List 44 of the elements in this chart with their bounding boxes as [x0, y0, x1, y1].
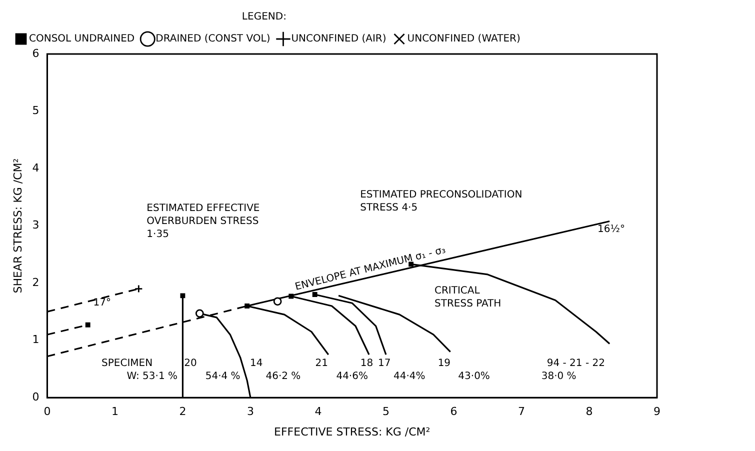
annotation: 14 [250, 358, 263, 369]
x-tick-label: 8 [586, 405, 593, 418]
y-tick-label: 2 [32, 276, 40, 289]
annotation: W: 53·1 % [126, 370, 178, 382]
annotation: 43·0% [458, 370, 490, 382]
x-tick-label: 5 [382, 405, 390, 418]
y-tick-label: 1 [32, 333, 40, 346]
annotation: ESTIMATED PRECONSOLIDATION STRESS 4·5 [360, 189, 522, 214]
annotation: CRITICAL STRESS PATH [434, 286, 502, 310]
annotation: 46·2 % [266, 370, 301, 382]
x-axis-title: EFFECTIVE STRESS: KG /CM² [274, 425, 430, 438]
legend-label: UNCONFINED (WATER) [407, 34, 520, 45]
annotation: 94 - 21 - 22 [546, 358, 605, 369]
x-tick-label: 4 [314, 405, 322, 418]
annotation: 17° [93, 298, 111, 309]
annotation: 17 [378, 358, 391, 369]
annotation: 44·4% [394, 370, 426, 382]
annotation: ESTIMATED EFFECTIVE OVERBURDEN STRESS 1·35 [146, 203, 260, 240]
x-tick-label: 3 [246, 405, 254, 418]
legend-label: CONSOL UNDRAINED [29, 34, 135, 45]
x-tick-label: 7 [518, 405, 525, 418]
x-tick-label: 0 [44, 405, 51, 418]
y-tick-label: 0 [32, 390, 40, 404]
y-tick-label: 3 [32, 218, 40, 232]
annotation: 16½° [598, 224, 625, 235]
legend-title: LEGEND: [242, 12, 286, 23]
annotation: 38·0 % [541, 370, 576, 382]
legend-label: DRAINED (CONST VOL) [156, 34, 270, 45]
annotation: 21 [315, 358, 328, 369]
y-tick-label: 5 [32, 104, 40, 118]
x-tick-label: 1 [111, 405, 118, 418]
annotation: 44·6% [336, 370, 368, 382]
x-tick-label: 9 [654, 405, 660, 418]
annotation: 19 [438, 358, 451, 369]
annotation: 54·4 % [205, 370, 240, 382]
y-tick-label: 4 [32, 161, 40, 174]
y-axis-title: SHEAR STRESS: KG /CM² [11, 158, 24, 294]
annotation: 18 [360, 358, 374, 369]
x-tick-label: 6 [450, 405, 458, 418]
y-tick-label: 6 [32, 46, 40, 60]
x-tick-label: 2 [179, 405, 186, 418]
legend-label: UNCONFINED (AIR) [291, 34, 386, 45]
annotation: 20 [184, 358, 197, 369]
annotation: SPECIMEN [102, 358, 153, 369]
